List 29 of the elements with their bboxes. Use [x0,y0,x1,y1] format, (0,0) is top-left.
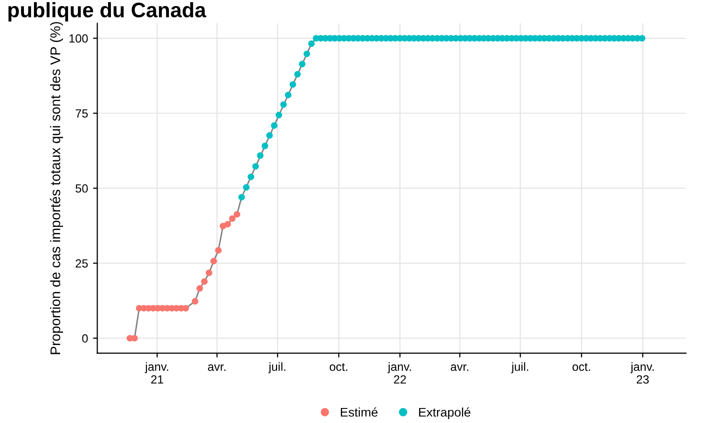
point [201,278,208,285]
x-tick-label: oct. [330,363,348,371]
point [196,285,203,292]
x-tick-label: janv. 23 [630,362,654,384]
point [229,215,236,222]
x-tick-label: oct. [572,363,590,371]
chart-title: publique du Canada [8,2,206,22]
y-tick-label: 0 [82,334,88,343]
point [182,304,190,312]
point [224,220,231,228]
legend-label: Estimé [340,407,378,417]
x-tick-label: avr. [450,364,468,371]
legend-label: Extrapolé [419,407,470,420]
point [215,247,222,254]
x-tick-label: avr. [208,364,226,371]
x-tick-label: janv. 22 [388,362,411,384]
y-axis-title: Proportion de cas importés totaux qui sont des VP (%) [50,22,64,354]
x-tick-label: juil. [511,362,528,374]
x-tick-label: janv. 21 [144,362,168,384]
y-tick-label: 50 [76,184,88,193]
y-tick-label: 75 [76,109,88,118]
point [131,334,138,342]
x-tick-label: juil. [268,362,286,374]
point [234,211,240,218]
point [206,270,212,276]
point [210,258,217,264]
point [192,298,198,305]
y-tick-label: 100 [69,34,88,43]
y-tick-label: 25 [76,259,88,268]
